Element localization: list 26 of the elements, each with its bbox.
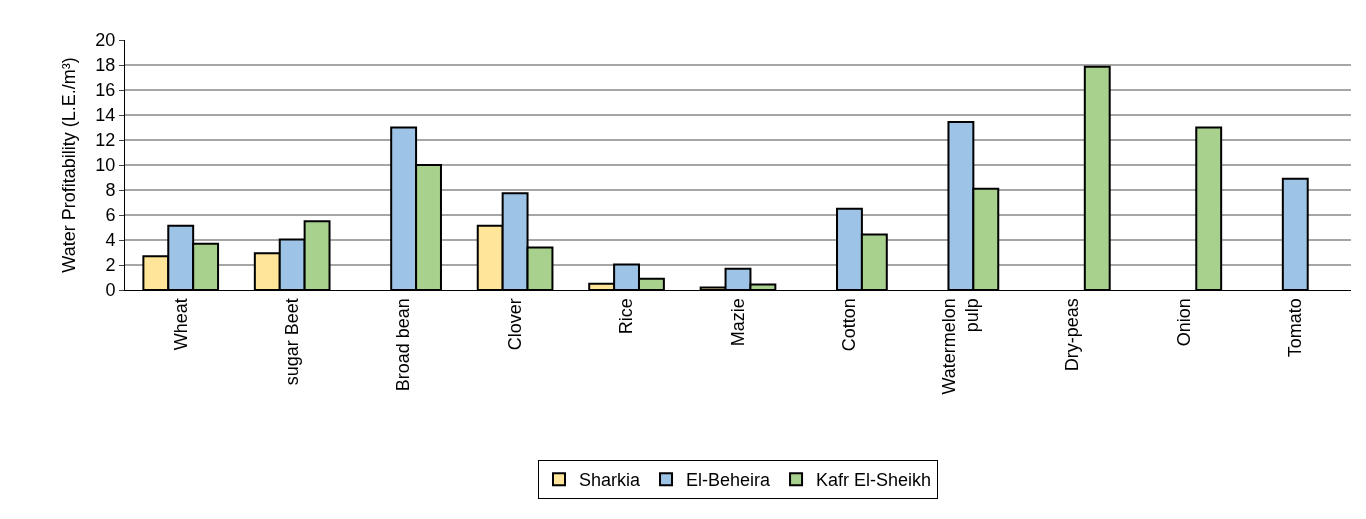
y-tick-label: 12 [95,130,116,151]
y-tick-label: 6 [105,205,116,226]
x-tick-label: sugar Beet [282,298,303,386]
y-tick-label: 18 [95,55,116,76]
x-tick-label: Wheat [170,298,191,351]
y-tick-label: 2 [105,255,116,276]
x-tick-label: Tomato [1285,298,1306,358]
y-tick-label: 4 [105,230,116,251]
x-tick-label: Clover [504,298,525,351]
x-tick-label: Broad bean [393,298,414,392]
x-tick-label: Rice [616,298,637,335]
legend-label: El-Beheira [686,470,772,491]
y-tick-label: 10 [95,155,116,176]
y-tick-label: 14 [95,105,116,126]
y-axis-title: Water Profitability (L.E./m³) [58,57,79,273]
legend-label: Sharkia [579,470,642,491]
x-tick-label: Mazie [727,298,748,347]
x-tick-label: Onion [1173,298,1194,347]
x-tick-label: Dry-peas [1062,298,1083,372]
x-tick-label: Watermelon pulp [939,298,983,395]
x-tick-label: Cotton [839,298,860,352]
legend-label: Kafr El-Sheikh [816,470,932,491]
y-tick-label: 0 [105,280,116,301]
y-tick-label: 16 [95,80,116,101]
y-tick-label: 20 [95,30,116,51]
y-tick-label: 8 [105,180,116,201]
